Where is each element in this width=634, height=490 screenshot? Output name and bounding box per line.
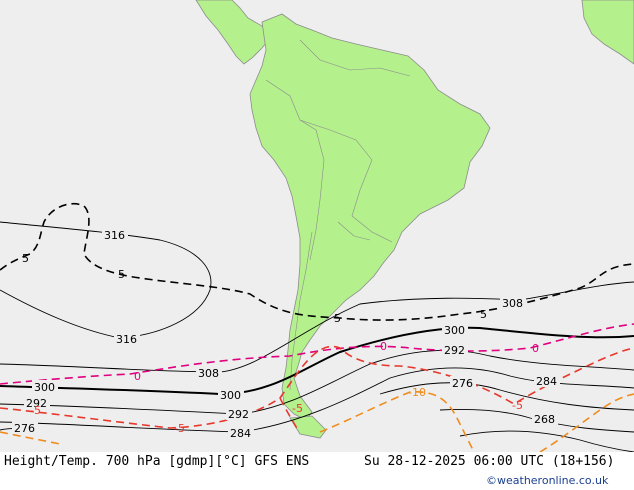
map-footer: Height/Temp. 700 hPa [gdmp][°C] GFS ENS … bbox=[0, 452, 634, 490]
height-label: 308 bbox=[502, 297, 523, 310]
south-america-land bbox=[249, 13, 491, 421]
tierra-del-fuego bbox=[289, 415, 327, 439]
temp-label-minus5: -5 bbox=[292, 402, 303, 415]
temp-label-0: 0 bbox=[380, 340, 387, 353]
temp-label-minus5: -5 bbox=[512, 399, 523, 412]
map-title: Height/Temp. 700 hPa [gdmp][°C] GFS ENS bbox=[4, 454, 310, 469]
contour-268 bbox=[439, 409, 634, 433]
height-label: 292 bbox=[228, 408, 249, 421]
contour-316-north bbox=[0, 221, 212, 339]
height-contour-labels: 316 316 308 308 300 300 300 292 292 292 … bbox=[12, 228, 560, 440]
temp-label-minus5: -5 bbox=[30, 404, 41, 417]
height-label: 268 bbox=[534, 413, 555, 426]
temp-label-5: 5 bbox=[334, 312, 341, 325]
height-label: 292 bbox=[444, 344, 465, 357]
height-label: 316 bbox=[104, 229, 125, 242]
country-borders bbox=[265, 39, 411, 391]
central-america-land bbox=[195, 0, 271, 65]
weather-map: 316 316 308 308 300 300 300 292 292 292 … bbox=[0, 0, 634, 453]
temp-label-5: 5 bbox=[22, 252, 29, 265]
height-label: 300 bbox=[34, 381, 55, 394]
map-datetime: Su 28-12-2025 06:00 UTC (18+156) bbox=[364, 454, 615, 469]
height-label: 284 bbox=[230, 427, 251, 440]
temp-0-contours bbox=[0, 323, 634, 385]
contour-260 bbox=[459, 430, 634, 453]
temp-5-contours bbox=[0, 202, 634, 321]
contour-292 bbox=[0, 350, 634, 415]
height-label: 300 bbox=[444, 324, 465, 337]
temperature-contour-labels: 5 5 5 5 0 0 0 -5 -5 -5 -5 -10 bbox=[22, 252, 539, 435]
africa-land bbox=[581, 0, 634, 65]
credit-link[interactable]: ©weatheronline.co.uk bbox=[486, 474, 609, 487]
height-label: 284 bbox=[536, 375, 557, 388]
contour-276-east bbox=[379, 382, 634, 411]
height-label: 300 bbox=[220, 389, 241, 402]
contour-316-south bbox=[0, 289, 121, 339]
temp-label-minus10: -10 bbox=[408, 386, 426, 399]
height-label: 276 bbox=[452, 377, 473, 390]
contour-300 bbox=[0, 326, 634, 396]
temp-label-0: 0 bbox=[134, 370, 141, 383]
temp-label-5: 5 bbox=[480, 308, 487, 321]
height-label: 292 bbox=[26, 397, 47, 410]
temp-label-0: 0 bbox=[532, 342, 539, 355]
contour-308 bbox=[0, 281, 634, 373]
temp-label-5: 5 bbox=[118, 268, 125, 281]
height-label: 316 bbox=[116, 333, 137, 346]
height-label: 276 bbox=[14, 422, 35, 435]
temp-minus10-contours bbox=[0, 391, 634, 453]
height-label: 308 bbox=[198, 367, 219, 380]
temp-label-minus5: -5 bbox=[174, 422, 185, 435]
